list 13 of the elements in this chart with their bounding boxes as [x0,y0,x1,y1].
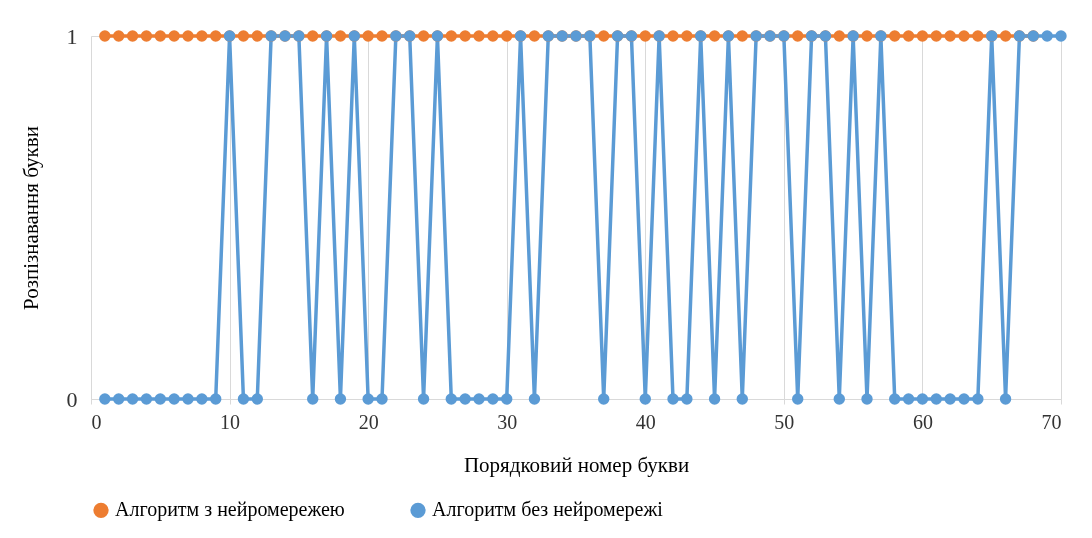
x-tick-label: 70 [1041,410,1062,433]
x-tick-label: 20 [358,410,379,433]
legend-label: Алгоритм без нейромережі [432,498,664,522]
x-tick-label: 60 [912,410,933,433]
x-tick-label: 50 [774,410,795,433]
x-tick-label: 0 [91,410,102,433]
x-tick-label: 10 [220,410,241,433]
y-tick-label: 1 [66,23,78,49]
y-axis-title: Розпізнавання букви [18,126,43,310]
x-axis-title: Порядковий номер букви [463,452,690,477]
legend-label: Алгоритм з нейромережею [115,498,345,522]
x-tick-label: 30 [497,410,518,433]
x-tick-label: 40 [635,410,656,433]
